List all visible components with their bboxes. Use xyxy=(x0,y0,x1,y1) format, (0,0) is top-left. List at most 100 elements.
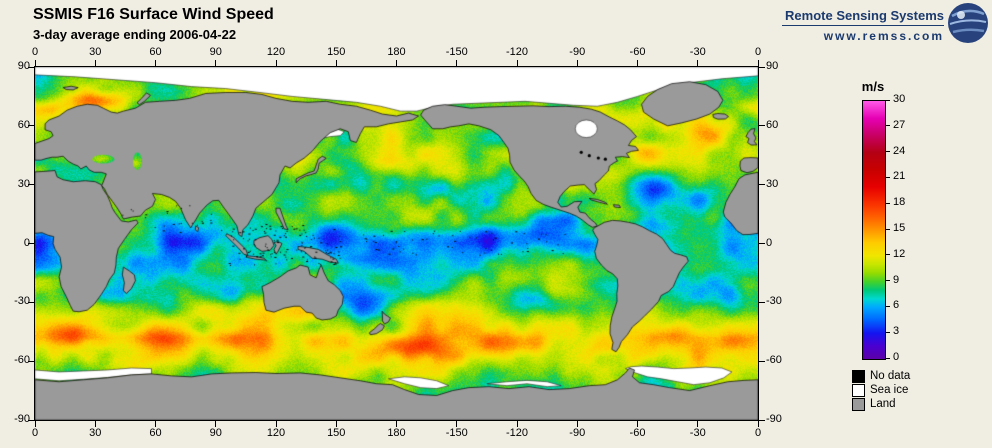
lon-tick-mark-top xyxy=(94,60,96,66)
lon-tick-mark-bottom xyxy=(516,421,518,427)
colorbar-tick-label: 15 xyxy=(893,222,906,234)
legend-label-land: Land xyxy=(870,398,896,410)
lat-tick-mark-right xyxy=(759,301,765,303)
lat-tick-label-left: 30 xyxy=(17,177,30,190)
colorbar-tick-mark xyxy=(885,202,890,204)
colorbar xyxy=(862,100,886,360)
lat-tick-mark-left xyxy=(28,184,34,186)
lon-tick-label-top: 30 xyxy=(89,46,102,58)
map-frame xyxy=(34,66,759,421)
colorbar-tick-label: 6 xyxy=(893,299,900,312)
lat-tick-mark-left xyxy=(28,301,34,303)
legend-label-no-data: No data xyxy=(870,370,911,382)
page-title: SSMIS F16 Surface Wind Speed xyxy=(33,6,274,23)
lon-tick-label-top: -150 xyxy=(445,46,468,58)
lon-tick-mark-top xyxy=(456,60,458,66)
legend-swatch-sea-ice xyxy=(852,384,865,397)
lat-tick-mark-left xyxy=(28,419,34,421)
lon-tick-mark-bottom xyxy=(637,421,638,427)
colorbar-tick-label: 9 xyxy=(893,273,900,286)
lat-tick-mark-left xyxy=(28,360,34,362)
branding-name: Remote Sensing Systems xyxy=(785,8,944,23)
lon-tick-mark-bottom xyxy=(576,421,578,427)
colorbar-tick-mark xyxy=(885,331,890,333)
legend-label-sea-ice: Sea ice xyxy=(870,384,909,396)
lat-tick-label-right: 90 xyxy=(766,60,779,72)
lon-tick-mark-bottom xyxy=(757,421,759,427)
colorbar-tick-label: 30 xyxy=(893,93,906,105)
lon-tick-label-top: 120 xyxy=(266,46,286,58)
lon-tick-mark-top xyxy=(576,60,578,66)
lon-tick-label-bottom: 0 xyxy=(31,427,39,439)
lon-tick-label-bottom: 120 xyxy=(266,427,286,439)
lat-tick-label-right: 60 xyxy=(766,118,779,131)
lon-tick-mark-top xyxy=(275,60,277,66)
lat-tick-label-right: 30 xyxy=(766,177,779,190)
lon-tick-mark-bottom xyxy=(697,421,699,427)
colorbar-tick-mark xyxy=(885,99,890,101)
lat-tick-label-right: 0 xyxy=(766,236,773,249)
lon-tick-label-top: 90 xyxy=(209,46,222,58)
lon-tick-label-top: 150 xyxy=(327,46,346,58)
lon-tick-label-bottom: -120 xyxy=(505,427,529,439)
colorbar-tick-mark xyxy=(885,280,890,282)
lat-tick-label-right: -90 xyxy=(766,413,782,425)
lon-tick-mark-top xyxy=(697,60,699,66)
lon-tick-label-bottom: 0 xyxy=(754,427,762,439)
lon-tick-label-top: -60 xyxy=(629,46,646,58)
lon-tick-mark-bottom xyxy=(94,421,96,427)
lat-tick-mark-left xyxy=(28,125,34,127)
lon-tick-label-bottom: -60 xyxy=(629,427,646,439)
lat-tick-mark-right xyxy=(759,419,765,421)
lat-tick-label-left: -90 xyxy=(14,413,30,425)
lon-tick-mark-bottom xyxy=(396,421,397,427)
branding-rule xyxy=(782,25,944,26)
lon-tick-mark-top xyxy=(396,60,397,66)
colorbar-tick-label: 24 xyxy=(893,144,906,157)
lon-tick-mark-top xyxy=(215,60,217,66)
colorbar-tick-mark xyxy=(885,228,890,230)
lon-tick-label-top: 60 xyxy=(149,46,162,58)
legend-swatch-land xyxy=(852,398,865,411)
lon-tick-label-bottom: -90 xyxy=(569,427,586,439)
colorbar-tick-mark xyxy=(885,357,890,359)
lat-tick-label-left: -60 xyxy=(14,354,30,367)
lat-tick-mark-left xyxy=(28,66,34,68)
legend-swatch-no-data xyxy=(852,370,865,383)
lon-tick-label-top: 0 xyxy=(31,46,39,58)
lat-tick-label-left: 60 xyxy=(17,118,30,131)
lon-tick-mark-top xyxy=(757,60,759,66)
lon-tick-mark-top xyxy=(34,60,36,66)
colorbar-tick-label: 18 xyxy=(893,196,906,209)
lat-tick-mark-right xyxy=(759,66,765,68)
colorbar-tick-mark xyxy=(885,151,890,153)
lon-tick-label-bottom: 150 xyxy=(327,427,346,439)
lon-tick-mark-bottom xyxy=(456,421,458,427)
branding-url: www.remss.com xyxy=(823,29,944,43)
colorbar-tick-label: 21 xyxy=(893,170,906,183)
lon-tick-label-top: -90 xyxy=(569,46,586,58)
lat-tick-mark-right xyxy=(759,360,765,362)
colorbar-tick-label: 0 xyxy=(893,351,900,363)
lon-tick-mark-bottom xyxy=(215,421,217,427)
lon-tick-label-bottom: 60 xyxy=(149,427,162,439)
lon-tick-mark-top xyxy=(637,60,638,66)
lat-tick-mark-left xyxy=(28,243,34,244)
lon-tick-mark-bottom xyxy=(155,421,156,427)
page-subtitle: 3-day average ending 2006-04-22 xyxy=(33,27,237,42)
lon-tick-label-bottom: 30 xyxy=(89,427,102,439)
lon-tick-label-top: -120 xyxy=(505,46,529,58)
colorbar-tick-mark xyxy=(885,176,890,178)
lon-tick-label-top: 180 xyxy=(387,46,406,58)
lon-tick-label-bottom: 180 xyxy=(387,427,406,439)
world-wind-speed-map xyxy=(35,67,758,420)
lon-tick-mark-top xyxy=(516,60,518,66)
lon-tick-label-bottom: -30 xyxy=(689,427,706,439)
lat-tick-label-left: 90 xyxy=(17,60,30,72)
lon-tick-label-bottom: 90 xyxy=(209,427,222,439)
colorbar-tick-label: 12 xyxy=(893,247,906,260)
lat-tick-mark-right xyxy=(759,184,765,186)
colorbar-tick-mark xyxy=(885,305,890,307)
lon-tick-label-top: -30 xyxy=(689,46,706,58)
colorbar-unit-label: m/s xyxy=(861,79,885,94)
